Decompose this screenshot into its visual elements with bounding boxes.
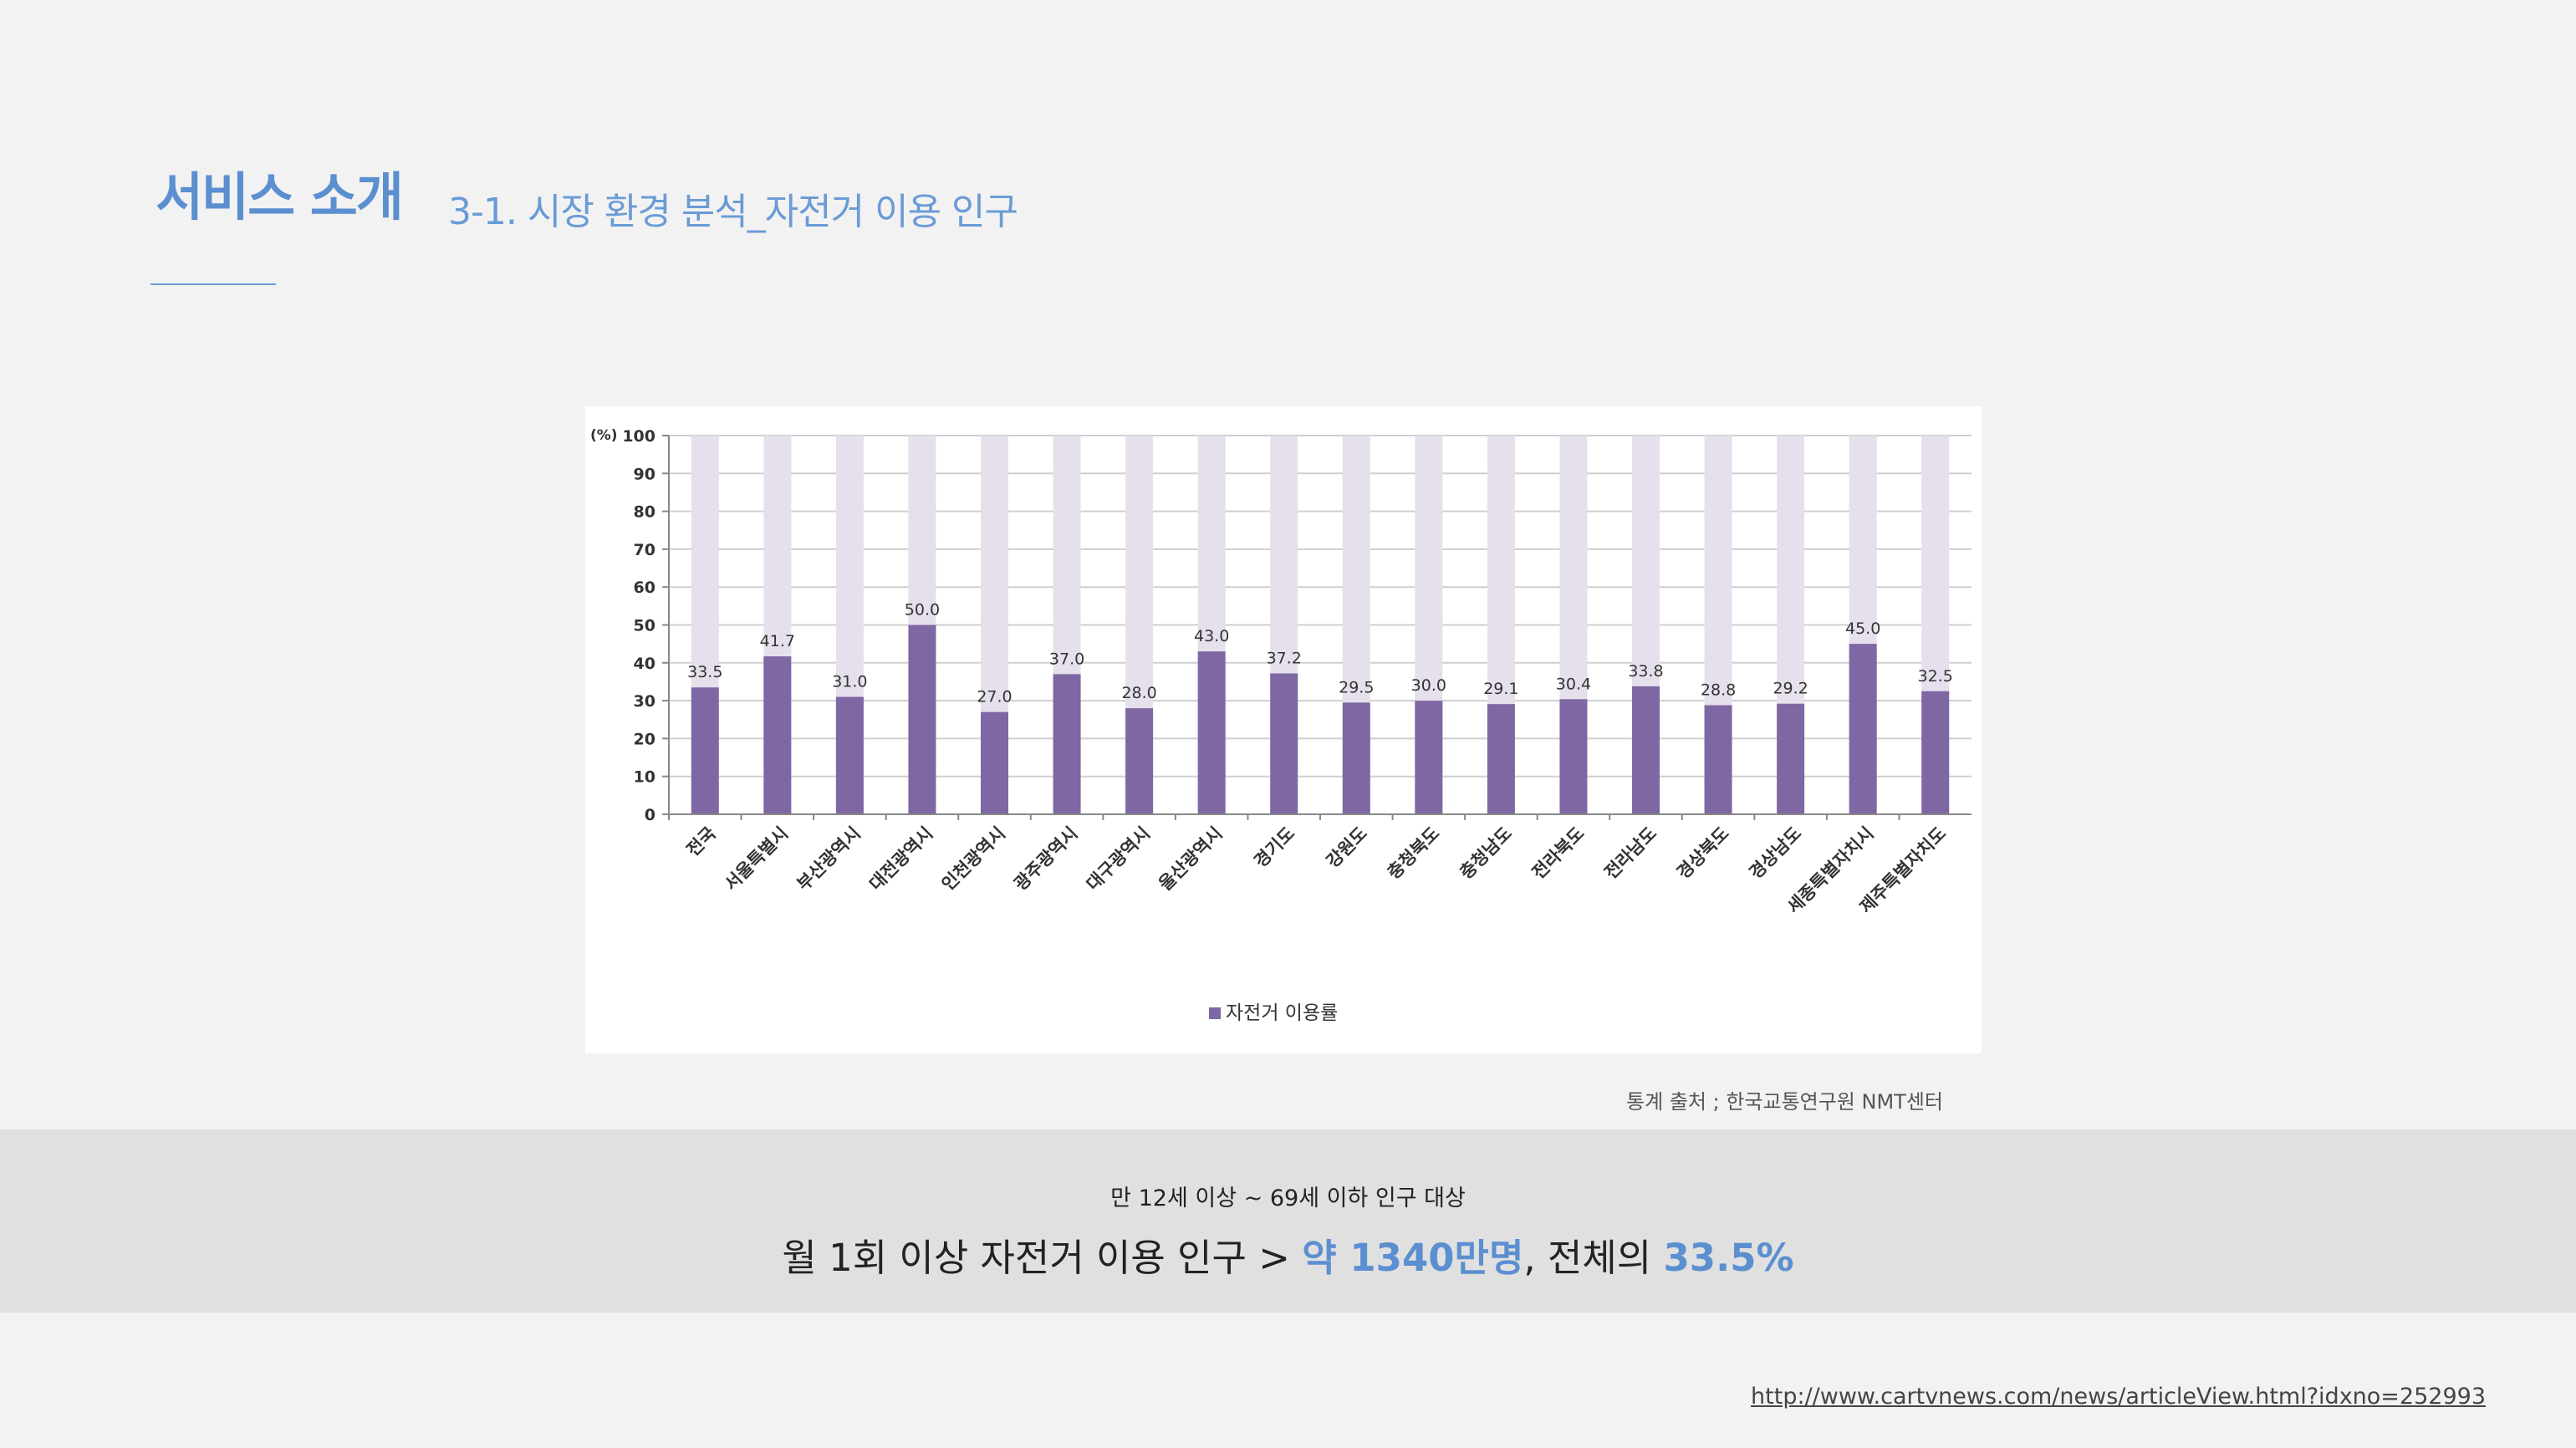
data-label: 27.0 xyxy=(977,688,1012,706)
data-label: 45.0 xyxy=(1845,619,1880,638)
chart-panel: 0 10 20 30 40 50 60 70 80 90 100 33.5 전국 41.7 서울특별시 31… xyxy=(585,406,1982,1053)
data-label: 29.5 xyxy=(1339,678,1374,696)
category-label: 대구광역시 xyxy=(1083,823,1154,895)
source-link[interactable]: http://www.cartvnews.com/news/articleVie… xyxy=(1751,1384,2486,1410)
bar xyxy=(1849,644,1877,814)
category-label: 전국 xyxy=(683,823,720,860)
headline-middle: , 전체의 xyxy=(1523,1236,1664,1280)
category-label: 광주광역시 xyxy=(1010,823,1081,895)
y-tick-label: 60 xyxy=(634,579,655,597)
category-label: 강원도 xyxy=(1323,823,1371,872)
category-label: 경기도 xyxy=(1250,823,1298,872)
legend-swatch xyxy=(1209,1007,1221,1019)
data-label: 28.8 xyxy=(1701,681,1736,700)
grid-layer xyxy=(669,435,1972,815)
axis-layer: 0 10 20 30 40 50 60 70 80 90 100 xyxy=(622,427,1972,824)
category-label: 인천광역시 xyxy=(938,823,1009,895)
legend: 자전거 이용률 xyxy=(1209,1002,1338,1024)
summary-headline: 월 1회 이상 자전거 이용 인구 > 약 1340만명, 전체의 33.5% xyxy=(0,1227,2576,1282)
data-label: 29.2 xyxy=(1773,680,1808,698)
y-tick-label: 0 xyxy=(645,806,655,824)
category-label: 경상북도 xyxy=(1673,823,1733,884)
data-label: 50.0 xyxy=(905,601,940,619)
y-tick-label: 70 xyxy=(634,541,655,559)
summary-caption: 만 12세 이상 ~ 69세 이하 인구 대상 xyxy=(1110,1185,1466,1211)
bar-chart: 0 10 20 30 40 50 60 70 80 90 100 33.5 전국 41.7 서울특별시 31… xyxy=(590,427,1972,1024)
category-label: 대전광역시 xyxy=(865,823,936,895)
y-tick-label: 50 xyxy=(634,617,655,635)
bar xyxy=(1197,651,1226,814)
bar-layer xyxy=(691,625,1950,814)
bar xyxy=(1270,673,1298,814)
data-label: 30.4 xyxy=(1556,675,1591,693)
y-tick-label: 90 xyxy=(634,465,655,483)
bar xyxy=(1921,691,1950,814)
bar xyxy=(1415,701,1443,814)
category-label: 서울특별시 xyxy=(721,823,792,895)
category-label: 경상남도 xyxy=(1746,823,1806,884)
summary-band: 만 12세 이상 ~ 69세 이하 인구 대상 월 1회 이상 자전거 이용 인… xyxy=(0,1129,2576,1313)
y-tick-label: 80 xyxy=(634,503,655,522)
category-label: 충청남도 xyxy=(1456,823,1516,884)
data-label: 43.0 xyxy=(1194,627,1229,645)
bar xyxy=(908,625,936,814)
data-label: 29.1 xyxy=(1483,680,1518,698)
data-label: 31.0 xyxy=(832,673,867,691)
y-tick-label: 20 xyxy=(634,730,655,748)
headline-prefix: 월 1회 이상 자전거 이용 인구 > xyxy=(782,1236,1303,1280)
category-label: 전라북도 xyxy=(1528,823,1589,884)
category-label: 전라남도 xyxy=(1600,823,1660,884)
y-tick-label: 30 xyxy=(634,692,655,711)
bar xyxy=(1125,708,1154,814)
category-label: 충청북도 xyxy=(1384,823,1444,884)
bar xyxy=(1487,704,1515,814)
data-label: 41.7 xyxy=(760,632,795,650)
bar xyxy=(1704,705,1732,814)
header-divider xyxy=(150,283,276,285)
bar xyxy=(1632,686,1660,814)
data-label: 33.5 xyxy=(687,663,722,681)
headline-highlight-population: 약 1340만명 xyxy=(1302,1236,1524,1280)
y-tick-label: 100 xyxy=(622,427,655,446)
data-label: 30.0 xyxy=(1411,676,1446,695)
bar xyxy=(1342,702,1370,814)
label-layer: 33.5 전국 41.7 서울특별시 31.0 부산광역시 50.0 대전광역시 27.0 인천광… xyxy=(683,601,1953,918)
bar xyxy=(835,696,864,814)
bar xyxy=(691,687,719,814)
data-label: 37.0 xyxy=(1049,650,1084,668)
data-label: 28.0 xyxy=(1121,684,1156,702)
bar xyxy=(1053,674,1081,814)
data-label: 37.2 xyxy=(1267,649,1302,667)
source-note: 통계 출처 ; 한국교통연구원 NMT센터 xyxy=(1626,1090,1943,1114)
page-title: 서비스 소개 xyxy=(156,166,404,227)
bar xyxy=(1559,699,1588,814)
bar xyxy=(1777,703,1805,814)
bar xyxy=(763,656,792,814)
category-label: 부산광역시 xyxy=(793,823,865,895)
headline-highlight-percent: 33.5% xyxy=(1663,1236,1794,1280)
legend-label: 자전거 이용률 xyxy=(1226,1002,1338,1024)
page-subtitle: 3-1. 시장 환경 분석_자전거 이용 인구 xyxy=(448,191,1018,233)
data-label: 32.5 xyxy=(1918,667,1953,686)
category-label: 울산광역시 xyxy=(1155,823,1226,895)
y-axis-unit: (%) xyxy=(590,427,618,444)
data-label: 33.8 xyxy=(1628,662,1663,681)
y-tick-label: 40 xyxy=(634,655,655,673)
bar xyxy=(981,711,1008,814)
y-tick-label: 10 xyxy=(634,768,655,787)
